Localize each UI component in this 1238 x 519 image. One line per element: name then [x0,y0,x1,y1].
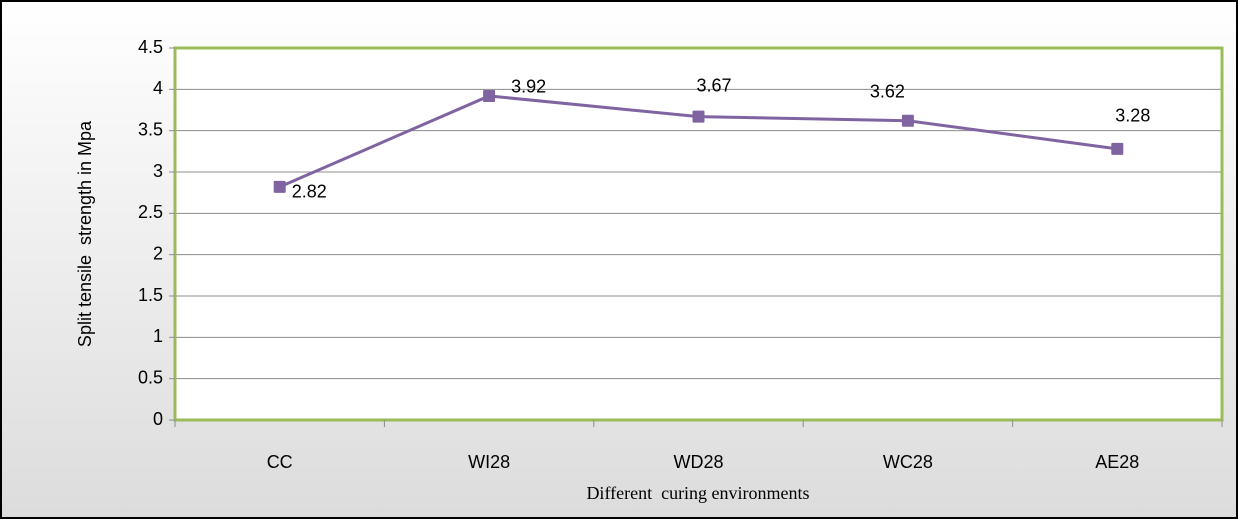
y-axis-label: Split tensile strength in Mpa [75,120,95,347]
data-label: 3.92 [511,77,546,97]
plot-area [175,48,1222,420]
y-tick-label: 3 [153,161,163,181]
x-tick-label: AE28 [1095,452,1139,472]
data-label: 3.67 [697,75,732,95]
y-tick-label: 4.5 [138,37,163,57]
y-tick-label: 3.5 [138,119,163,139]
y-tick-label: 1 [153,326,163,346]
data-point [1111,142,1124,155]
data-point [692,110,705,123]
data-label: 2.82 [292,182,327,202]
x-tick-label: WC28 [883,452,933,472]
y-tick-label: 0.5 [138,367,163,387]
data-point [273,180,286,193]
x-tick-label: WD28 [673,452,723,472]
y-tick-label: 4 [153,78,163,98]
y-tick-label: 2.5 [138,202,163,222]
data-point [483,89,496,102]
data-point [901,114,914,127]
y-tick-label: 0 [153,409,163,429]
x-tick-label: CC [267,452,293,472]
x-tick-label: WI28 [468,452,510,472]
x-axis-label: Different curing environments [586,483,809,503]
data-label: 3.62 [870,81,905,101]
y-tick-label: 2 [153,243,163,263]
data-label: 3.28 [1115,106,1150,126]
y-tick-label: 1.5 [138,285,163,305]
plot-border [173,46,1224,422]
